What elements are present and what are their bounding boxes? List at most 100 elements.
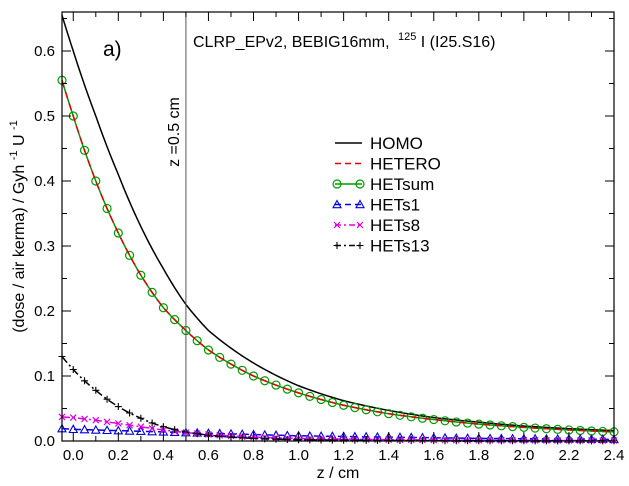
legend-item-hetero: HETERO bbox=[335, 155, 441, 174]
data-point bbox=[283, 435, 291, 443]
data-point bbox=[306, 436, 314, 444]
data-point bbox=[356, 221, 364, 229]
plot-frame bbox=[61, 11, 615, 442]
y-axis-label: (dose / air kerma) / Gyh -1 U -1 bbox=[4, 120, 28, 333]
data-point bbox=[92, 416, 100, 424]
data-point bbox=[90, 424, 101, 434]
data-point bbox=[81, 377, 89, 385]
data-point bbox=[92, 386, 100, 394]
data-point bbox=[170, 315, 180, 325]
x-tick-label: 2.4 bbox=[604, 447, 625, 464]
data-point bbox=[305, 391, 315, 401]
data-point bbox=[69, 414, 77, 422]
data-point bbox=[79, 424, 90, 434]
data-point bbox=[135, 426, 146, 436]
y-tick-label: 0.1 bbox=[34, 368, 55, 385]
x-tick-label: 1.0 bbox=[288, 447, 309, 464]
data-point bbox=[355, 179, 365, 189]
series-hetero bbox=[61, 80, 615, 433]
legend-label: HETs8 bbox=[370, 216, 420, 235]
legend-label: HETs13 bbox=[370, 237, 430, 256]
data-point bbox=[216, 432, 224, 440]
data-point bbox=[103, 395, 111, 403]
data-point bbox=[260, 376, 270, 386]
data-point bbox=[356, 242, 364, 249]
x-tick-label: 1.4 bbox=[378, 447, 399, 464]
legend-item-hets8: HETs8 bbox=[333, 216, 420, 235]
data-point bbox=[148, 419, 156, 427]
legend-label: HETs1 bbox=[370, 196, 420, 215]
y-axis-label-unit: U bbox=[11, 134, 28, 146]
series-hetsum bbox=[57, 75, 619, 437]
data-point bbox=[327, 397, 337, 408]
data-point bbox=[114, 420, 122, 427]
chart-title-superscript: 125 bbox=[398, 31, 416, 43]
x-axis-label: z / cm bbox=[317, 465, 360, 482]
reference-line-label: z =0.5 cm bbox=[166, 97, 183, 167]
data-point bbox=[136, 270, 146, 280]
legend-item-hetsum: HETsum bbox=[332, 175, 434, 194]
data-point bbox=[81, 415, 88, 423]
x-tick-label: 1.6 bbox=[423, 447, 444, 464]
y-axis-ticks: 0.0 0.1 0.2 0.3 0.4 0.5 0.6 bbox=[34, 18, 614, 450]
data-point bbox=[79, 145, 90, 155]
data-point bbox=[328, 436, 336, 444]
data-point bbox=[114, 403, 122, 411]
x-tick-label: 0.2 bbox=[108, 447, 129, 464]
data-point bbox=[332, 179, 342, 189]
data-point bbox=[113, 228, 123, 238]
y-tick-label: 0.2 bbox=[34, 303, 55, 320]
series-layer bbox=[57, 15, 619, 445]
x-tick-label: 2.2 bbox=[559, 447, 580, 464]
data-point bbox=[215, 352, 225, 362]
data-point bbox=[148, 425, 156, 432]
data-point bbox=[124, 425, 135, 435]
data-point bbox=[355, 199, 365, 209]
legend-item-hets13: HETs13 bbox=[333, 237, 430, 256]
legend-label: HETERO bbox=[370, 155, 441, 174]
legend-label: HETsum bbox=[370, 175, 434, 194]
y-tick-label: 0.5 bbox=[34, 108, 55, 125]
data-point bbox=[316, 394, 326, 405]
data-point bbox=[69, 366, 77, 373]
y-tick-label: 0.3 bbox=[34, 238, 55, 255]
data-point bbox=[333, 242, 341, 249]
data-point bbox=[171, 426, 179, 434]
data-point bbox=[192, 336, 202, 346]
legend-item-homo: HOMO bbox=[335, 134, 423, 153]
x-axis-ticks: 0.0 0.2 0.4 0.6 0.8 1.0 1.2 1.4 1.6 1.8 2.0 2.2 2.4 bbox=[63, 12, 625, 464]
data-point bbox=[237, 365, 247, 375]
series-homo bbox=[61, 15, 615, 432]
x-tick-label: 0.4 bbox=[153, 447, 174, 464]
chart-title-tail: I (I25.S16) bbox=[421, 34, 496, 51]
data-point bbox=[339, 400, 349, 410]
data-point bbox=[203, 345, 214, 355]
data-point bbox=[541, 424, 552, 434]
y-axis-label-sup1: -1 bbox=[8, 150, 20, 160]
data-point bbox=[293, 388, 304, 398]
panel-label: a) bbox=[103, 38, 122, 61]
series-line bbox=[61, 80, 615, 433]
data-point bbox=[282, 384, 292, 394]
chart-title: CLRP_EPv2, BEBIG16mm, 125 I (I25.S16) bbox=[193, 27, 495, 51]
data-point bbox=[350, 402, 360, 413]
series-line bbox=[61, 416, 615, 442]
data-point bbox=[238, 434, 246, 442]
x-tick-label: 1.8 bbox=[468, 447, 489, 464]
data-point bbox=[226, 359, 236, 369]
legend-label: HOMO bbox=[370, 134, 423, 153]
legend-item-hets1: HETs1 bbox=[332, 196, 420, 215]
data-point bbox=[126, 409, 134, 417]
series-line bbox=[61, 80, 615, 433]
data-point bbox=[248, 371, 259, 381]
data-point bbox=[102, 203, 112, 214]
x-tick-label: 0.0 bbox=[63, 447, 84, 464]
data-point bbox=[137, 414, 145, 422]
data-point bbox=[351, 436, 359, 444]
data-point bbox=[159, 423, 167, 431]
y-tick-label: 0.6 bbox=[34, 43, 55, 60]
data-point bbox=[103, 418, 111, 426]
data-point bbox=[193, 430, 201, 438]
